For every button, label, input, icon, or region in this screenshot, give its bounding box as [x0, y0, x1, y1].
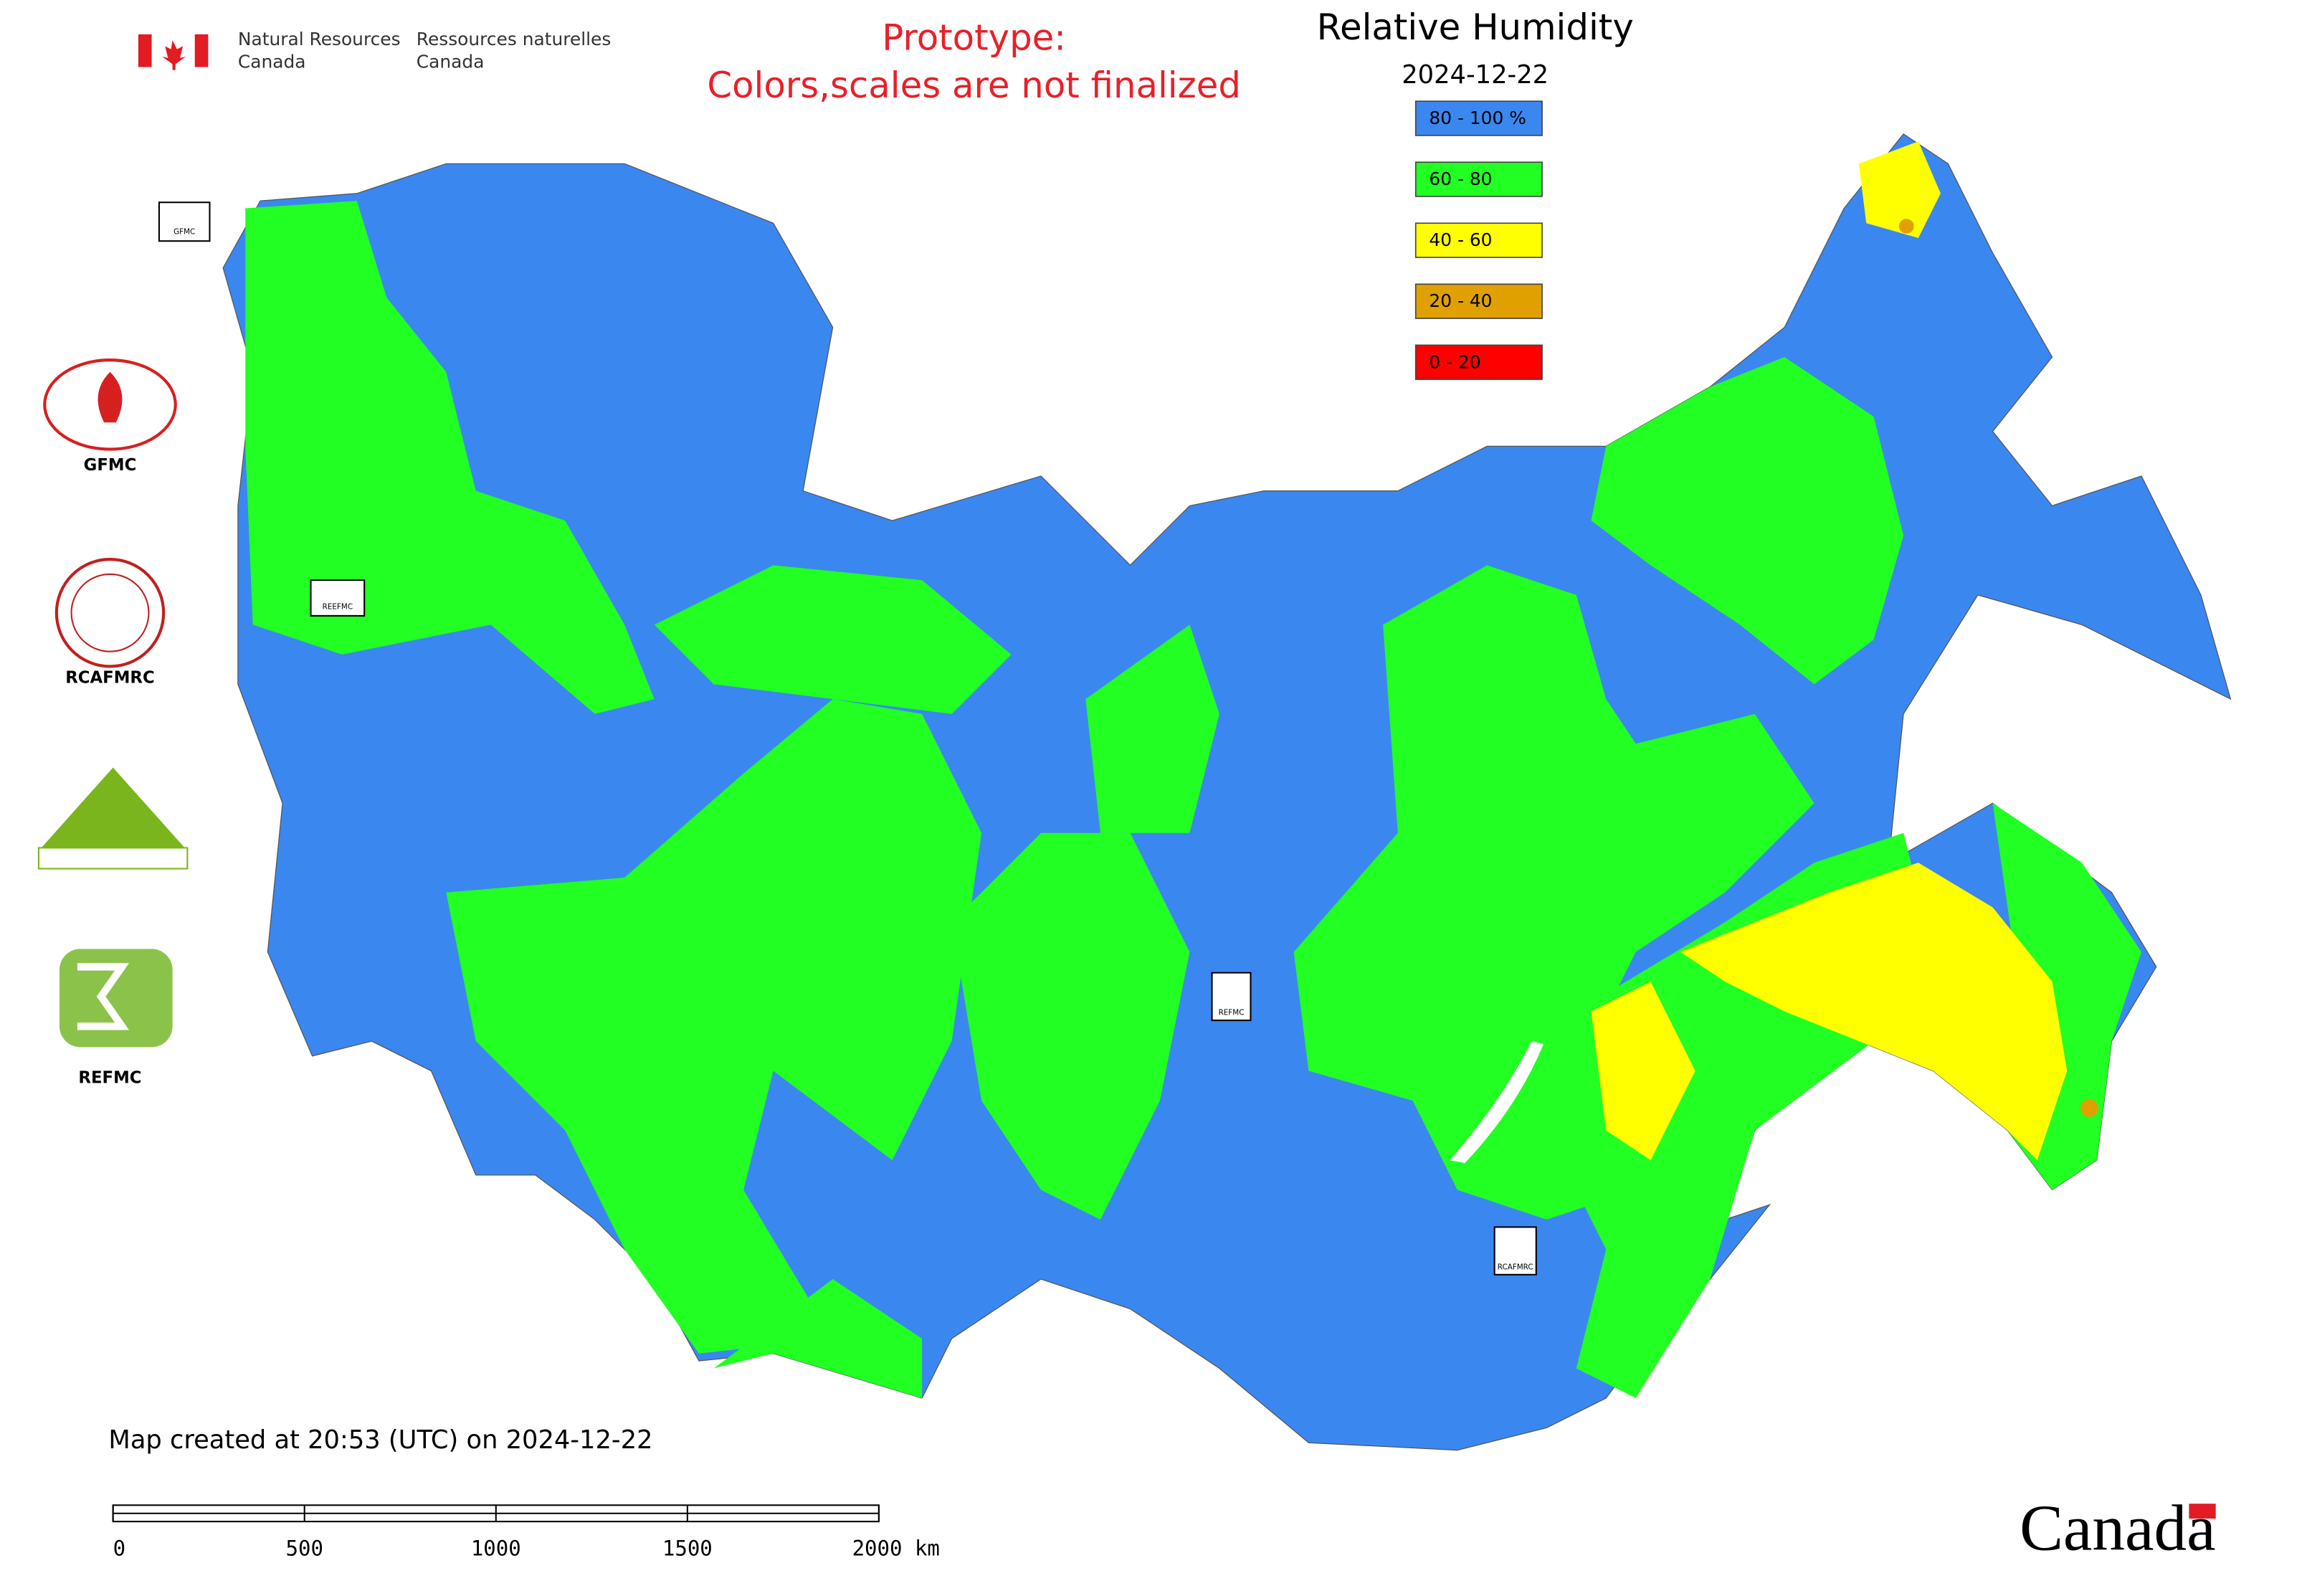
flag-bar [138, 34, 152, 67]
legend-swatch [1414, 283, 1543, 319]
flag-bar [194, 34, 209, 67]
scale-label: 1500 [662, 1536, 713, 1561]
marker-label: REFMC [1219, 1009, 1245, 1017]
legend-label: 0 - 20 [1429, 351, 1480, 372]
humidity-20-40 [1898, 219, 2098, 1117]
legend-label: 40 - 60 [1429, 229, 1492, 250]
legend-swatch [1414, 100, 1543, 136]
legend-label: 80 - 100 % [1429, 108, 1526, 128]
notice: Prototype: [882, 17, 1066, 59]
scale-label: 1000 [471, 1536, 521, 1561]
map [222, 133, 2232, 1451]
scale-label: 0 [113, 1536, 125, 1561]
landmass [222, 133, 2232, 1451]
marker [1211, 972, 1252, 1022]
map-markers: GFMC REEFMC REFMC RCAFMRC [158, 201, 1537, 1276]
marker [310, 579, 366, 617]
map-title: Relative Humidity [1317, 6, 1634, 48]
logo-label: RCAFMRC [65, 669, 154, 688]
agency-en: Canada [238, 51, 306, 72]
scale-bar: 0 500 1000 1500 2000 km [112, 1504, 940, 1561]
wordmark-flag [2189, 1504, 2216, 1519]
gfmc-logo [43, 358, 177, 451]
flame [97, 371, 123, 423]
scale-label: 500 [285, 1536, 323, 1561]
legend: 80 - 100 % 60 - 80 40 - 60 20 - 40 0 - 20 [1414, 100, 1543, 380]
humidity-40-60 [1591, 141, 2068, 1161]
lake-baikal [1450, 1041, 1544, 1164]
maple-leaf [162, 40, 186, 70]
notice: Colors,scales are not finalized [707, 65, 1241, 106]
gov-header: Natural Resources Canada Ressources natu… [138, 29, 611, 72]
rcafmrc-logo [54, 558, 166, 668]
marker-label: REEFMC [323, 602, 353, 611]
marker-label: GFMC [173, 228, 195, 237]
scale-label: 2000 km [852, 1536, 940, 1561]
marker [158, 201, 211, 242]
map-date: 2024-12-22 [1402, 60, 1549, 90]
logo-label: REFMC [78, 1069, 141, 1088]
logo-label: GFMC [84, 456, 137, 475]
humidity-60-80 [245, 201, 2141, 1398]
reefmc-band [37, 847, 189, 870]
legend-label: 60 - 80 [1429, 168, 1492, 189]
sigma [77, 963, 130, 1030]
agency-fr: Ressources naturelles [417, 29, 612, 49]
logos: GFMC RCAFMRC REFMC [37, 358, 189, 1088]
agency-fr: Canada [417, 51, 485, 72]
ring [70, 573, 150, 652]
reefmc-logo [38, 767, 188, 851]
legend-swatch [1414, 161, 1543, 197]
legend-swatch [1414, 344, 1543, 380]
agency-en: Natural Resources [238, 29, 401, 49]
legend-swatch [1414, 222, 1543, 258]
marker-label: RCAFMRC [1498, 1263, 1533, 1271]
canada-wordmark: Canada [2020, 1492, 2216, 1564]
created-note: Map created at 20:53 (UTC) on 2024-12-22 [108, 1425, 652, 1455]
marker [1493, 1226, 1537, 1276]
legend-label: 20 - 40 [1429, 290, 1492, 311]
